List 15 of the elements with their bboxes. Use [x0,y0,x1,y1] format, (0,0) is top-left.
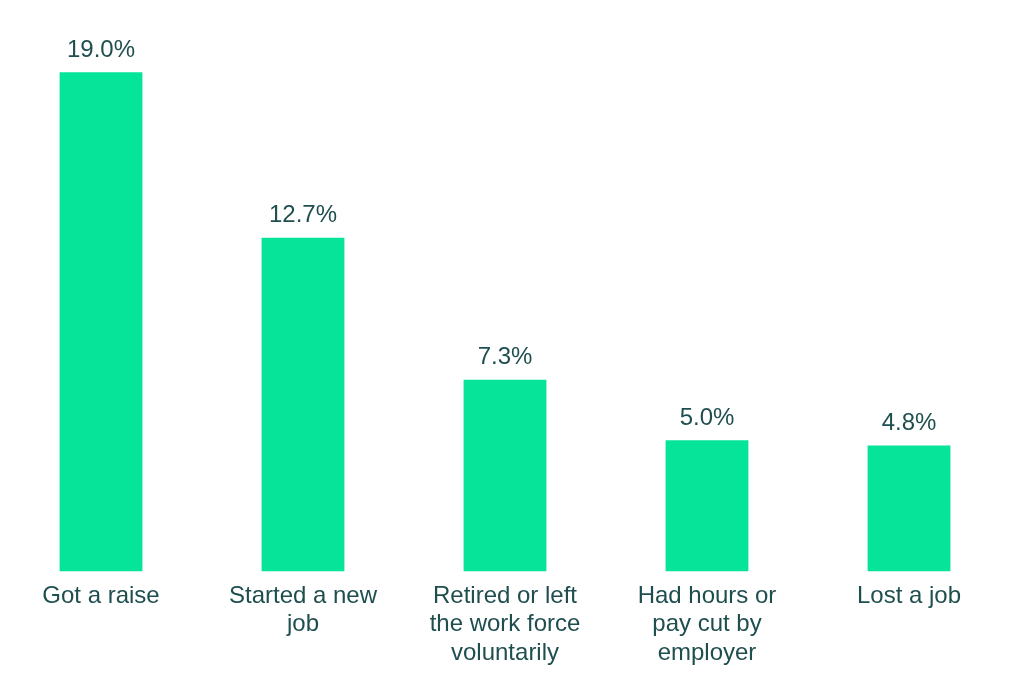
x-tick-label: Started a new job [228,580,378,637]
x-tick-label: Retired or left the work force voluntarily [429,580,581,666]
data-label: 12.7% [268,200,338,228]
x-tick-label: Lost a job [856,580,962,608]
data-label: 5.0% [679,402,735,430]
bar [261,237,345,572]
bar [867,445,951,572]
data-label: 19.0% [66,34,136,62]
data-label: 4.8% [881,408,937,436]
x-tick-label: Got a raise [42,580,160,608]
bar [463,379,547,572]
bar [665,440,749,572]
bar [59,72,143,572]
data-label: 7.3% [477,342,533,370]
x-tick-label: Had hours or pay cut by employer [637,580,777,666]
